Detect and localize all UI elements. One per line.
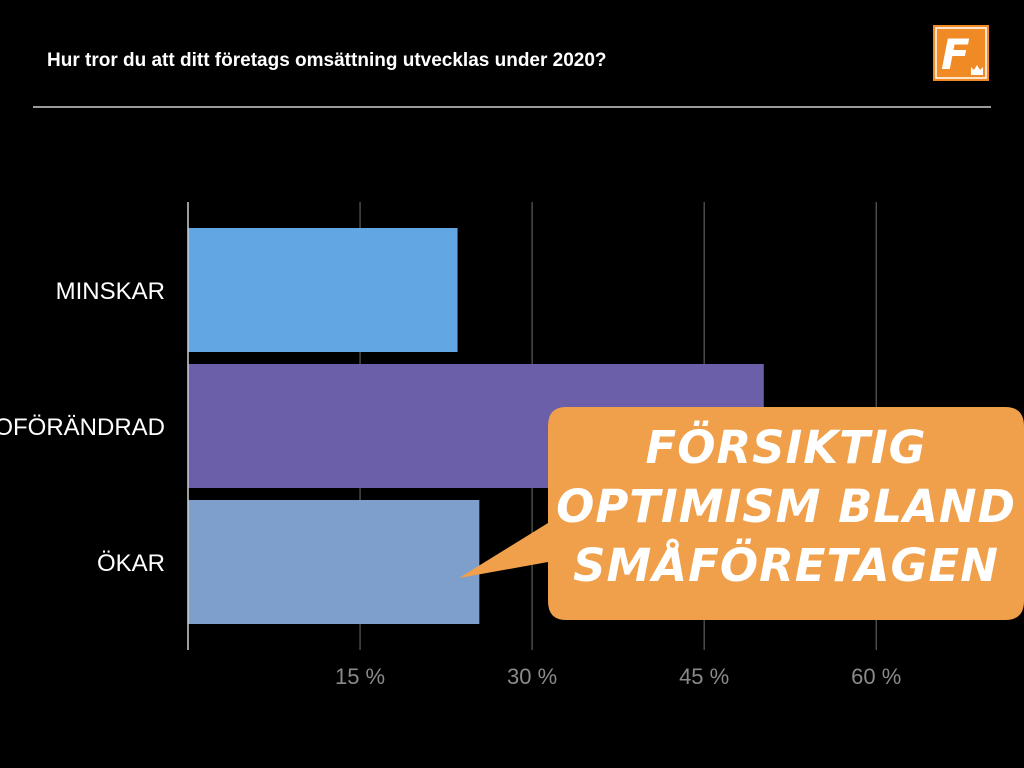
callout-line-1: FÖRSIKTIG bbox=[645, 421, 927, 474]
y-category-label: MINSKAR bbox=[56, 278, 165, 305]
y-category-label: ÖKAR bbox=[97, 550, 165, 577]
title-divider bbox=[33, 106, 991, 108]
callout-line-3: SMÅFÖRETAGEN bbox=[573, 539, 999, 592]
x-tick-label: 45 % bbox=[679, 664, 729, 689]
chart-title: Hur tror du att ditt företags omsättning… bbox=[47, 50, 607, 71]
x-tick-label: 60 % bbox=[851, 664, 901, 689]
callout-text: FÖRSIKTIG OPTIMISM BLAND SMÅFÖRETAGEN bbox=[553, 418, 1019, 595]
y-category-label: OFÖRÄNDRAD bbox=[0, 414, 165, 441]
x-tick-label: 15 % bbox=[335, 664, 385, 689]
logo-letter: F bbox=[941, 30, 970, 79]
brand-logo: F bbox=[933, 25, 989, 81]
bar-2 bbox=[188, 500, 480, 624]
crown-icon bbox=[971, 65, 983, 75]
bar-0 bbox=[188, 228, 458, 352]
callout-line-2: OPTIMISM BLAND bbox=[556, 480, 1016, 533]
x-tick-label: 30 % bbox=[507, 664, 557, 689]
